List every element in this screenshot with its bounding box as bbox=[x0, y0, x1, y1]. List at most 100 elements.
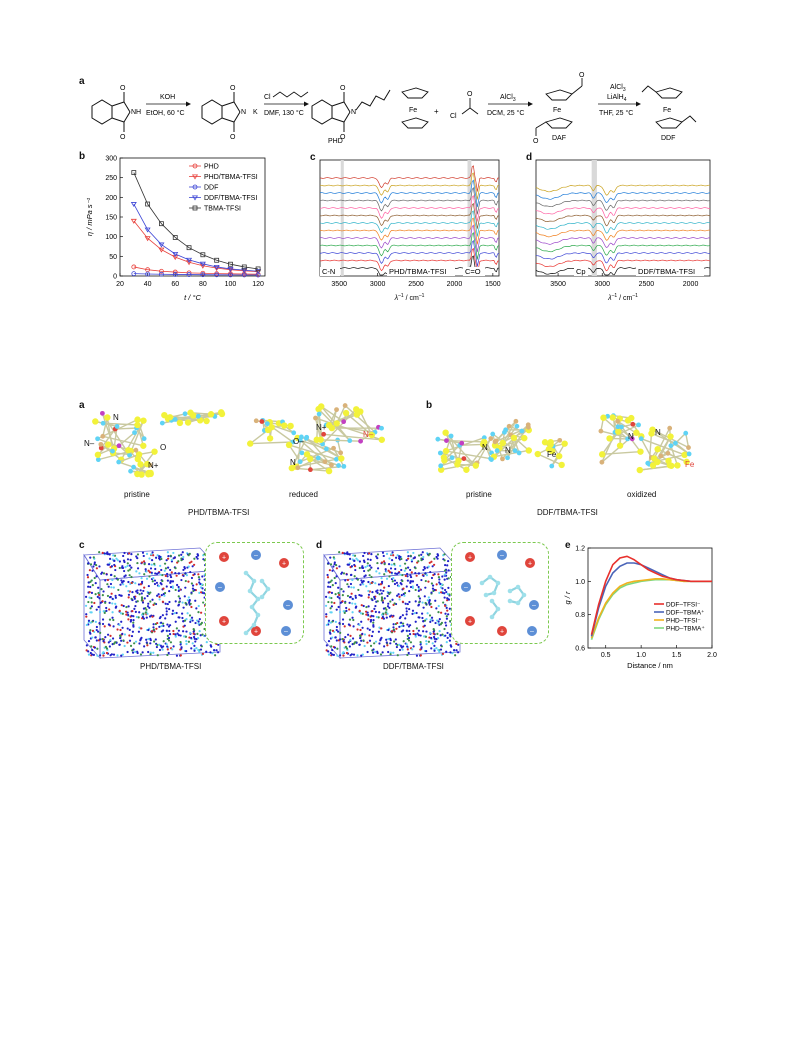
particle bbox=[356, 559, 359, 562]
bond bbox=[297, 457, 319, 469]
highlight-band bbox=[591, 160, 597, 276]
bond bbox=[445, 450, 491, 460]
particle bbox=[100, 588, 103, 591]
atom bbox=[525, 424, 531, 430]
particle bbox=[108, 618, 112, 621]
particle bbox=[190, 591, 193, 594]
particle bbox=[435, 607, 438, 610]
particle bbox=[129, 644, 133, 647]
panel-c-caption: PHD/TBMA-TFSI bbox=[140, 662, 202, 671]
particle bbox=[111, 558, 114, 561]
atom bbox=[541, 439, 549, 446]
particle bbox=[134, 640, 138, 643]
particle bbox=[335, 567, 338, 570]
atom bbox=[195, 413, 201, 419]
charge-sign: – bbox=[530, 629, 534, 636]
particle bbox=[329, 651, 332, 655]
atom-label: N bbox=[505, 446, 511, 455]
data-point bbox=[130, 202, 137, 207]
particle bbox=[422, 568, 425, 572]
bond bbox=[288, 444, 337, 460]
particle bbox=[333, 601, 336, 605]
molecule-cluster bbox=[636, 425, 692, 474]
anion-icon bbox=[215, 582, 225, 592]
particle bbox=[389, 653, 392, 656]
particle bbox=[342, 590, 345, 593]
atom bbox=[182, 411, 188, 417]
particle bbox=[133, 595, 136, 599]
particle bbox=[430, 616, 434, 619]
particle bbox=[177, 560, 180, 563]
particle bbox=[449, 644, 452, 647]
particle bbox=[90, 596, 93, 600]
particle bbox=[337, 586, 340, 589]
particle bbox=[414, 588, 417, 592]
atom bbox=[316, 411, 322, 417]
particle bbox=[420, 646, 423, 649]
particle bbox=[409, 574, 412, 577]
particle bbox=[105, 606, 108, 610]
charge-sign: – bbox=[532, 603, 536, 610]
particle bbox=[170, 571, 173, 574]
x-tick-label: 3500 bbox=[331, 281, 347, 288]
particle bbox=[160, 594, 163, 597]
charge-sign: + bbox=[468, 619, 472, 626]
legend-marker bbox=[192, 205, 198, 211]
particle bbox=[95, 563, 98, 567]
atom bbox=[249, 604, 255, 610]
particle bbox=[411, 609, 415, 612]
particle bbox=[149, 600, 152, 603]
particle bbox=[424, 572, 427, 575]
particle bbox=[348, 557, 352, 560]
particle bbox=[340, 572, 343, 575]
particle bbox=[170, 580, 173, 583]
atom bbox=[313, 415, 318, 421]
particle bbox=[352, 618, 355, 622]
atom-o: O bbox=[579, 72, 585, 79]
particle bbox=[401, 614, 404, 617]
bond bbox=[490, 430, 523, 461]
particle bbox=[193, 557, 196, 560]
particle bbox=[166, 648, 169, 651]
particle bbox=[161, 629, 165, 632]
particle bbox=[441, 633, 444, 636]
particle bbox=[369, 558, 372, 561]
particle bbox=[109, 638, 112, 641]
particle bbox=[393, 602, 396, 605]
particle bbox=[188, 600, 191, 603]
particle bbox=[401, 629, 405, 632]
atom bbox=[325, 467, 333, 475]
particle bbox=[352, 586, 355, 589]
particle bbox=[378, 593, 381, 596]
particle bbox=[397, 557, 401, 560]
data-point bbox=[213, 264, 220, 270]
atom bbox=[515, 600, 521, 606]
particle bbox=[364, 565, 367, 569]
particle bbox=[325, 644, 328, 647]
particle bbox=[90, 601, 93, 604]
particle bbox=[126, 613, 130, 617]
atom bbox=[437, 450, 443, 456]
particle bbox=[104, 645, 108, 648]
atom bbox=[598, 451, 606, 458]
particle bbox=[167, 636, 171, 640]
atom bbox=[264, 426, 272, 434]
atom-label: N– bbox=[84, 439, 95, 448]
atom bbox=[686, 451, 692, 457]
particle bbox=[127, 605, 130, 608]
particle bbox=[433, 572, 436, 576]
particle bbox=[369, 620, 372, 623]
y-axis-label: η / mPa s⁻¹ bbox=[85, 197, 94, 236]
particle bbox=[133, 597, 136, 600]
particle bbox=[365, 613, 368, 616]
particle bbox=[192, 635, 196, 639]
particle bbox=[396, 594, 399, 597]
charge-sign: + bbox=[500, 629, 504, 636]
particle bbox=[402, 640, 405, 643]
particle bbox=[165, 607, 168, 610]
particle bbox=[362, 580, 365, 583]
atom bbox=[251, 622, 257, 628]
particle bbox=[446, 609, 449, 612]
particle bbox=[348, 553, 351, 556]
x-tick-label: 2500 bbox=[408, 281, 424, 288]
